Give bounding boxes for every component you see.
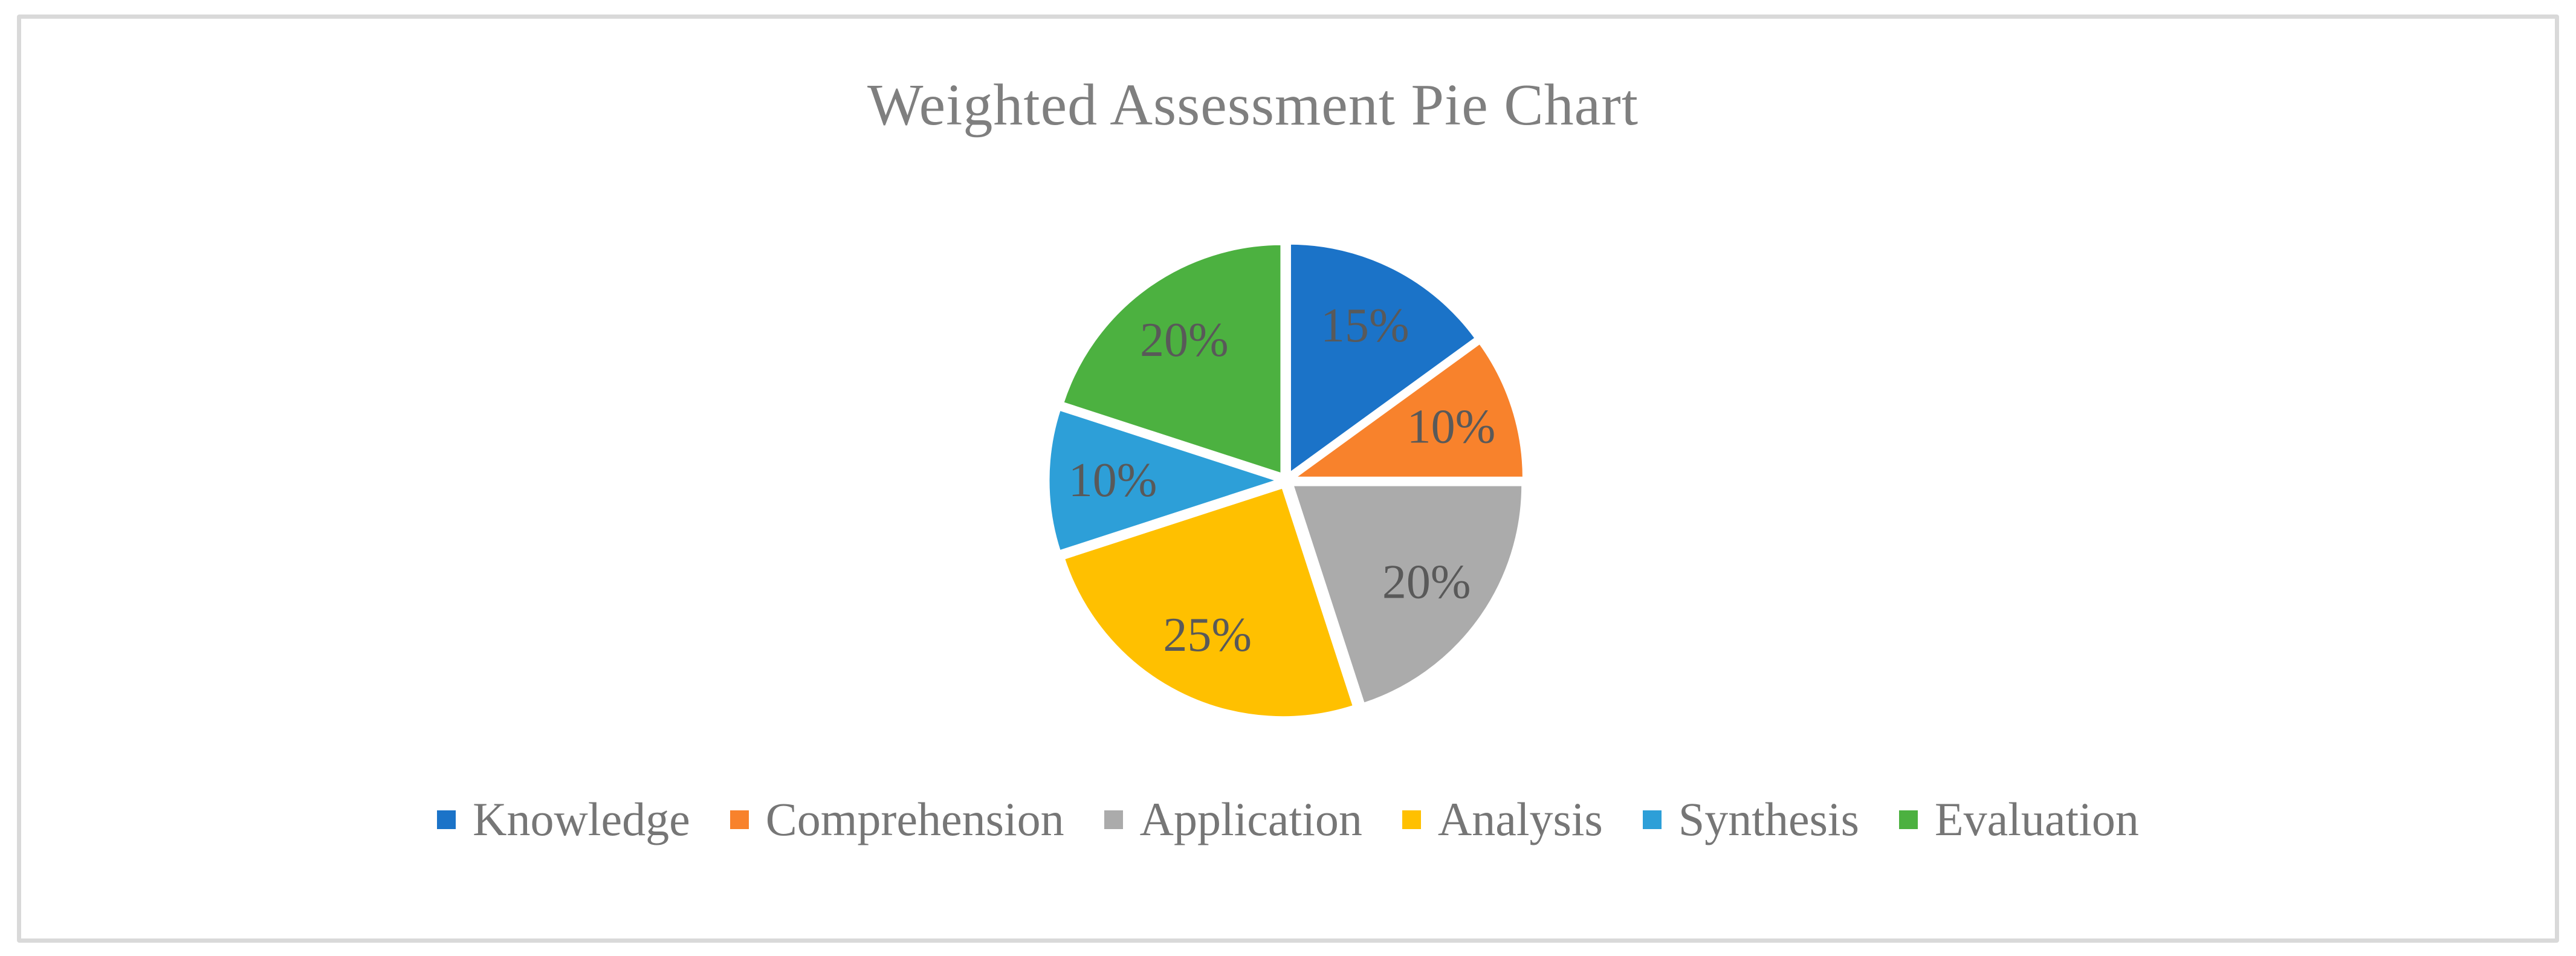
pie-slice-comprehension xyxy=(1288,340,1526,480)
pie-data-label-comprehension: 10% xyxy=(1407,400,1496,453)
pie-data-label-analysis: 25% xyxy=(1163,609,1252,662)
legend-swatch-icon xyxy=(1402,810,1421,829)
pie-data-label-application: 20% xyxy=(1382,556,1471,609)
pie-slice-application xyxy=(1290,483,1525,706)
legend-label: Analysis xyxy=(1437,793,1603,845)
legend-swatch-icon xyxy=(730,810,749,829)
legend-item-knowledge: Knowledge xyxy=(437,796,690,843)
legend-swatch-icon xyxy=(1642,810,1662,829)
pie-data-label-evaluation: 20% xyxy=(1140,314,1229,367)
legend-label: Knowledge xyxy=(473,793,690,845)
legend: Knowledge Comprehension Application Analysi… xyxy=(0,783,2576,856)
legend-item-application: Application xyxy=(1104,796,1362,843)
pie-slice-knowledge xyxy=(1287,241,1478,477)
pie-slice-evaluation xyxy=(1060,242,1284,477)
legend-item-analysis: Analysis xyxy=(1402,796,1603,843)
legend-label: Synthesis xyxy=(1678,793,1859,845)
legend-swatch-icon xyxy=(437,810,456,829)
legend-swatch-icon xyxy=(1104,810,1123,829)
figure-frame xyxy=(17,15,2559,943)
legend-item-evaluation: Evaluation xyxy=(1898,793,2139,845)
legend-swatch-icon xyxy=(1898,810,1918,829)
legend-label: Application xyxy=(1139,793,1362,845)
chart-title: Weighted Assessment Pie Chart xyxy=(867,73,1639,138)
legend-item-comprehension: Comprehension xyxy=(730,796,1064,843)
pie-slice-synthesis xyxy=(1046,407,1284,554)
pie-chart: 15% 10% 20% 25% 10% 20% xyxy=(1046,241,1526,720)
legend-item-synthesis: Synthesis xyxy=(1642,793,1859,845)
pie-slice-analysis xyxy=(1061,485,1356,720)
pie-data-label-synthesis: 10% xyxy=(1069,454,1157,507)
legend-label: Evaluation xyxy=(1934,793,2139,845)
legend-label: Comprehension xyxy=(765,793,1064,845)
pie-data-label-knowledge: 15% xyxy=(1321,299,1409,352)
